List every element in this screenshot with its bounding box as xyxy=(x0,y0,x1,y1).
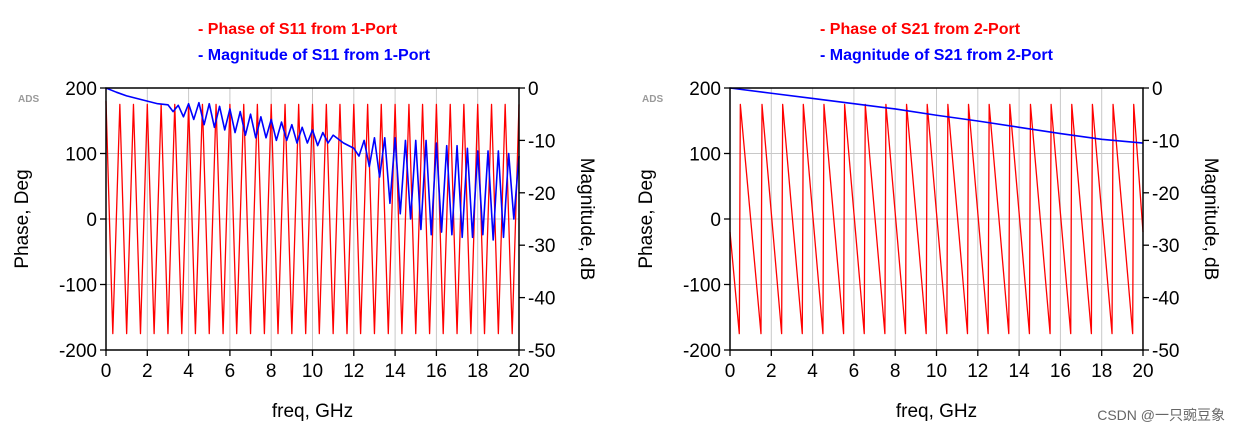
ads-label: ADS xyxy=(642,94,663,105)
x-tick-label: 6 xyxy=(849,361,860,382)
y-left-axis-label: Phase, Deg xyxy=(636,169,657,268)
y-left-tick-label: 0 xyxy=(86,210,97,231)
y-right-tick-label: -40 xyxy=(1152,289,1179,310)
y-right-axis-label: Magnitude, dB xyxy=(1200,158,1221,281)
legend-entry: - Magnitude of S11 from 1-Port xyxy=(198,47,431,64)
legend-entry: - Magnitude of S21 from 2-Port xyxy=(820,47,1054,64)
x-tick-label: 8 xyxy=(266,361,277,382)
x-tick-label: 2 xyxy=(766,361,777,382)
y-right-tick-label: -10 xyxy=(528,131,555,152)
x-tick-label: 18 xyxy=(467,361,488,382)
x-tick-label: 4 xyxy=(183,361,194,382)
y-left-axis-label: Phase, Deg xyxy=(12,169,33,268)
ads-label: ADS xyxy=(18,94,39,105)
x-tick-label: 0 xyxy=(101,361,112,382)
y-left-tick-label: 200 xyxy=(65,79,97,100)
y-left-tick-label: -200 xyxy=(683,341,721,362)
x-tick-label: 14 xyxy=(1009,361,1031,382)
magnitude-series-line xyxy=(105,87,520,241)
chart-s11: - Phase of S11 from 1-Port - Magnitude of… xyxy=(12,21,597,422)
y-right-axis-label: Magnitude, dB xyxy=(576,158,597,281)
y-left-tick-label: 0 xyxy=(710,210,721,231)
y-right-tick-label: -50 xyxy=(1152,341,1179,362)
y-right-tick-label: -50 xyxy=(528,341,555,362)
x-tick-label: 20 xyxy=(508,361,529,382)
y-right-tick-label: -20 xyxy=(528,184,555,205)
x-tick-label: 6 xyxy=(225,361,236,382)
x-tick-label: 4 xyxy=(807,361,818,382)
x-tick-label: 10 xyxy=(302,361,323,382)
x-tick-label: 8 xyxy=(890,361,901,382)
x-tick-label: 16 xyxy=(426,361,447,382)
x-tick-label: 16 xyxy=(1050,361,1071,382)
x-tick-label: 18 xyxy=(1091,361,1112,382)
x-tick-label: 12 xyxy=(967,361,988,382)
y-right-tick-label: -10 xyxy=(1152,131,1179,152)
x-tick-label: 20 xyxy=(1132,361,1153,382)
y-left-tick-label: -100 xyxy=(683,276,721,297)
y-right-tick-label: -20 xyxy=(1152,184,1179,205)
y-right-tick-label: -30 xyxy=(528,236,555,257)
x-axis-label: freq, GHz xyxy=(272,401,353,422)
x-tick-label: 2 xyxy=(142,361,153,382)
phase-series-line xyxy=(729,103,1144,335)
y-left-tick-label: 100 xyxy=(65,145,97,166)
y-right-tick-label: 0 xyxy=(528,79,539,100)
x-axis-label: freq, GHz xyxy=(896,401,977,422)
y-left-tick-label: -100 xyxy=(59,276,97,297)
chart-s21: - Phase of S21 from 2-Port - Magnitude of… xyxy=(636,21,1221,422)
y-left-tick-label: -200 xyxy=(59,341,97,362)
y-right-tick-label: 0 xyxy=(1152,79,1163,100)
x-tick-label: 10 xyxy=(926,361,947,382)
phase-series-line xyxy=(105,101,520,335)
x-tick-label: 0 xyxy=(725,361,736,382)
legend-entry: - Phase of S21 from 2-Port xyxy=(820,21,1021,38)
watermark-text: CSDN @一只豌豆象 xyxy=(1097,407,1225,423)
y-right-tick-label: -30 xyxy=(1152,236,1179,257)
y-right-tick-label: -40 xyxy=(528,289,555,310)
x-tick-label: 12 xyxy=(343,361,364,382)
y-left-tick-label: 100 xyxy=(689,145,721,166)
y-left-tick-label: 200 xyxy=(689,79,721,100)
magnitude-series-line xyxy=(729,87,1144,144)
legend-entry: - Phase of S11 from 1-Port xyxy=(198,21,398,38)
x-tick-label: 14 xyxy=(385,361,407,382)
